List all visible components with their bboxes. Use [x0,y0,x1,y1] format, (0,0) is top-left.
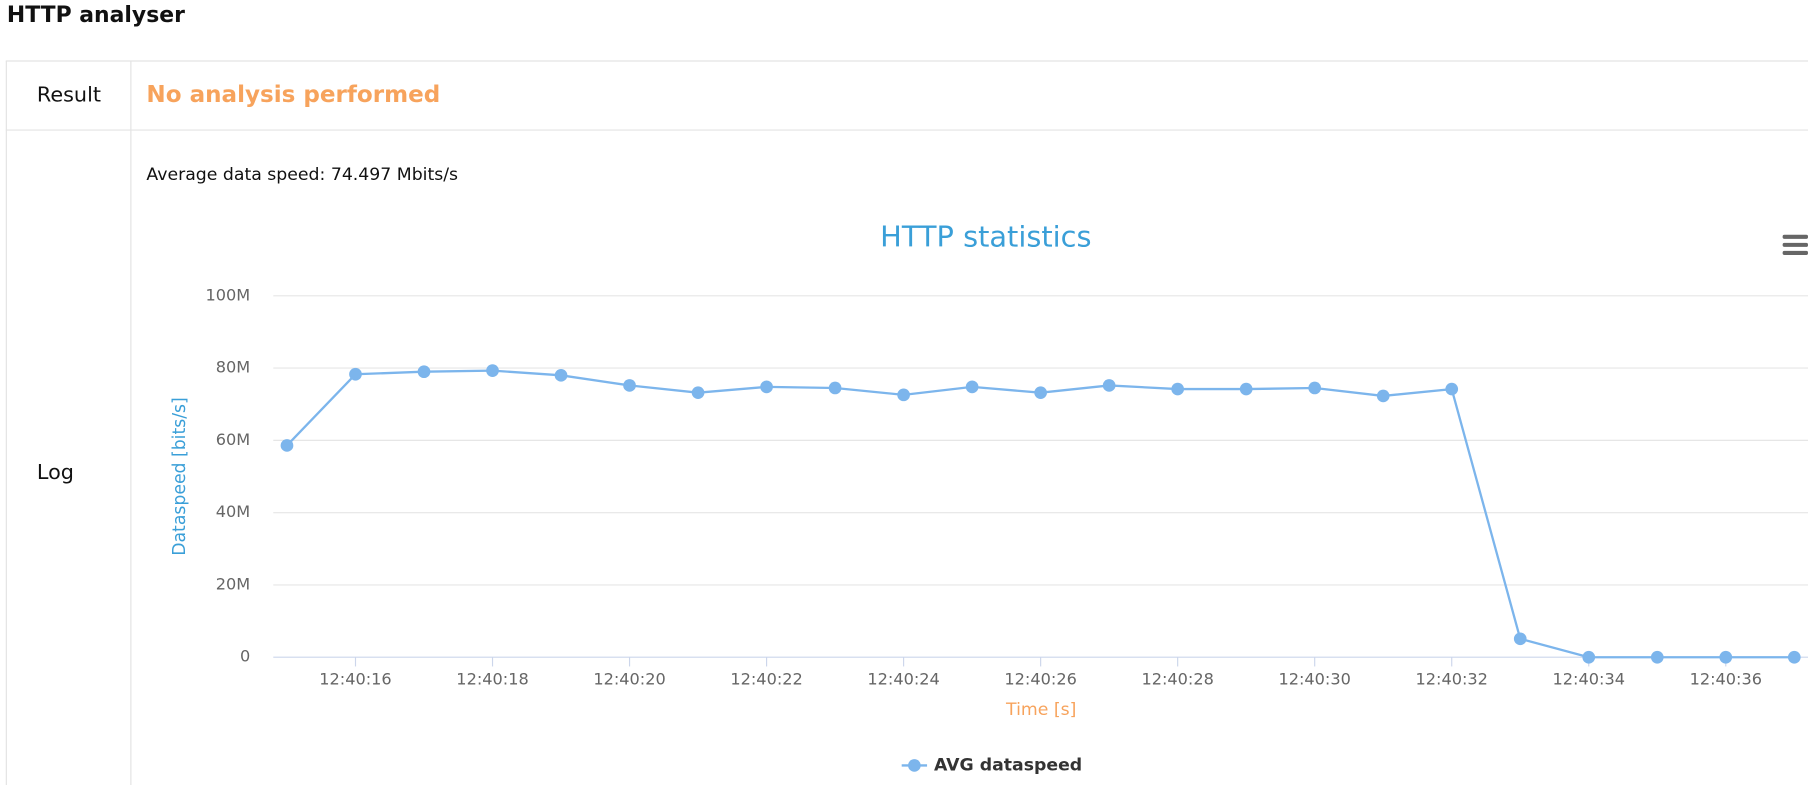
data-point [1308,381,1322,395]
data-point [897,388,910,402]
average-speed: Average data speed: 74.497 Mbits/s [146,165,458,185]
data-point [1239,382,1253,396]
data-point [1719,650,1733,664]
menu-button[interactable] [1782,234,1808,255]
x-tick-label: 12:40:28 [1141,670,1213,689]
data-point [1787,650,1801,664]
chart-title: HTTP statistics [880,219,1091,253]
row-label: Result [37,83,101,107]
data-point [1445,382,1459,396]
data-point [1034,386,1047,400]
data-point [280,439,294,452]
x-tick-label: 12:40:22 [730,670,802,689]
x-tick-label: 12:40:34 [1553,670,1625,689]
data-point [1582,650,1596,664]
data-point [1650,650,1664,664]
legend-marker [908,759,921,772]
legend-label: AVG dataspeed [934,755,1082,775]
x-tick-label: 12:40:36 [1690,670,1762,689]
plot: 0 20M 40M 60M 80M 100M 12:40:16 12:40:18 12:40:2… [206,285,1808,775]
y-axis-label: Dataspeed [bits/s] [170,397,190,556]
data-point [965,380,979,394]
y-tick-label: 100M [206,285,251,304]
x-tick-label: 12:40:24 [867,670,939,689]
x-tick-label: 12:40:20 [593,670,665,689]
page-title: HTTP analyser [7,3,185,28]
x-tick-label: 12:40:32 [1416,670,1488,689]
row-label: Log [37,460,74,484]
data-point [417,365,431,379]
x-axis-label: Time [s] [1005,700,1076,720]
data-point [828,381,842,395]
data-point [554,368,568,382]
data-line [286,369,1795,659]
data-point [349,367,362,381]
legend-item[interactable]: AVG dataspeed [901,755,1082,775]
data-point [1376,389,1390,403]
x-tick-label: 12:40:26 [1004,670,1076,689]
data-point [691,386,705,400]
y-tick-label: 0 [240,647,250,666]
data-point [1102,379,1116,392]
x-tick-label: 12:40:30 [1278,670,1350,689]
y-tick-label: 80M [216,358,250,377]
y-tick-label: 60M [216,430,250,449]
data-point [760,380,773,394]
y-tick-label: 40M [216,502,250,521]
data-point [486,364,499,377]
data-point [1171,382,1185,396]
x-tick-label: 12:40:16 [319,670,391,689]
table-frame [5,60,1808,785]
y-tick-label: 20M [216,574,250,593]
data-point [1513,632,1527,646]
x-tick-label: 12:40:18 [456,670,528,689]
data-point [623,379,636,392]
result-status: No analysis performed [146,82,440,108]
